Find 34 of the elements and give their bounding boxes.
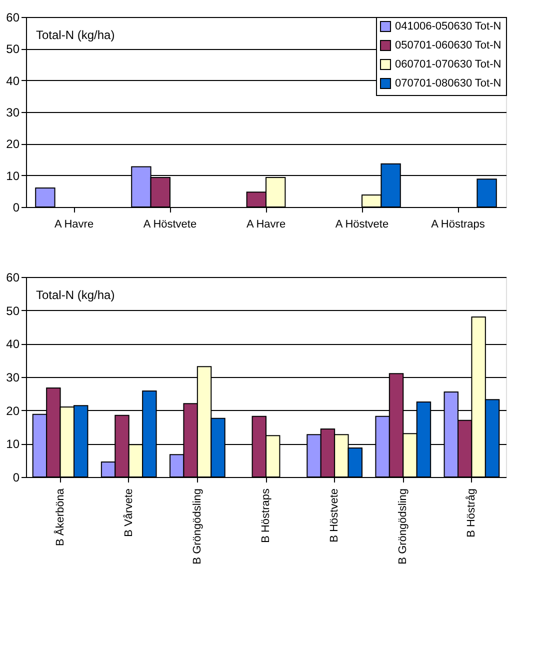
x-tick-label: A Höstvete bbox=[335, 218, 389, 230]
legend-label: 060701-070630 Tot-N bbox=[395, 58, 502, 70]
y-tick-label: 0 bbox=[12, 200, 20, 214]
y-tick-label: 30 bbox=[6, 370, 20, 384]
y-tick-label: 60 bbox=[6, 270, 20, 284]
bar bbox=[476, 178, 497, 208]
x-tick-label: A Höstraps bbox=[431, 218, 486, 230]
legend-label: 050701-060630 Tot-N bbox=[395, 40, 502, 52]
y-tick-label: 50 bbox=[6, 42, 20, 56]
y-tick-label: 40 bbox=[6, 337, 20, 352]
y-tick-label: 20 bbox=[6, 137, 20, 152]
y-tick-label: 10 bbox=[6, 437, 20, 452]
y-tick-label: 10 bbox=[6, 168, 20, 183]
annotation: Total-N (kg/ha) bbox=[36, 288, 115, 302]
bar bbox=[35, 188, 56, 208]
y-tick-label: 50 bbox=[6, 304, 20, 318]
x-tick-label: A Höstvete bbox=[143, 218, 197, 230]
x-tick-label: B Höstråg bbox=[466, 488, 478, 538]
x-tick-label: B Vårvete bbox=[122, 488, 135, 537]
legend-label: 041006-050630 Tot-N bbox=[395, 20, 502, 32]
x-tick-label: A Havre bbox=[246, 218, 286, 230]
y-tick-label: 0 bbox=[12, 470, 20, 484]
x-tick-label: B Höstvete bbox=[328, 488, 341, 542]
x-tick-label: B Gröngödsling bbox=[191, 488, 204, 564]
x-tick-label: B Åkerböna bbox=[53, 488, 66, 546]
x-tick-label: A Havre bbox=[54, 218, 94, 230]
x-tick-label: B Gröngödsling bbox=[397, 488, 410, 564]
legend-label: 070701-080630 Tot-N bbox=[395, 78, 502, 90]
x-tick-label: B Höstraps bbox=[260, 488, 272, 543]
annotation: Total-N (kg/ha) bbox=[36, 28, 115, 42]
y-tick-label: 30 bbox=[6, 106, 20, 120]
y-tick-label: 60 bbox=[6, 10, 20, 24]
y-tick-label: 20 bbox=[6, 404, 20, 418]
y-tick-label: 40 bbox=[6, 74, 20, 88]
